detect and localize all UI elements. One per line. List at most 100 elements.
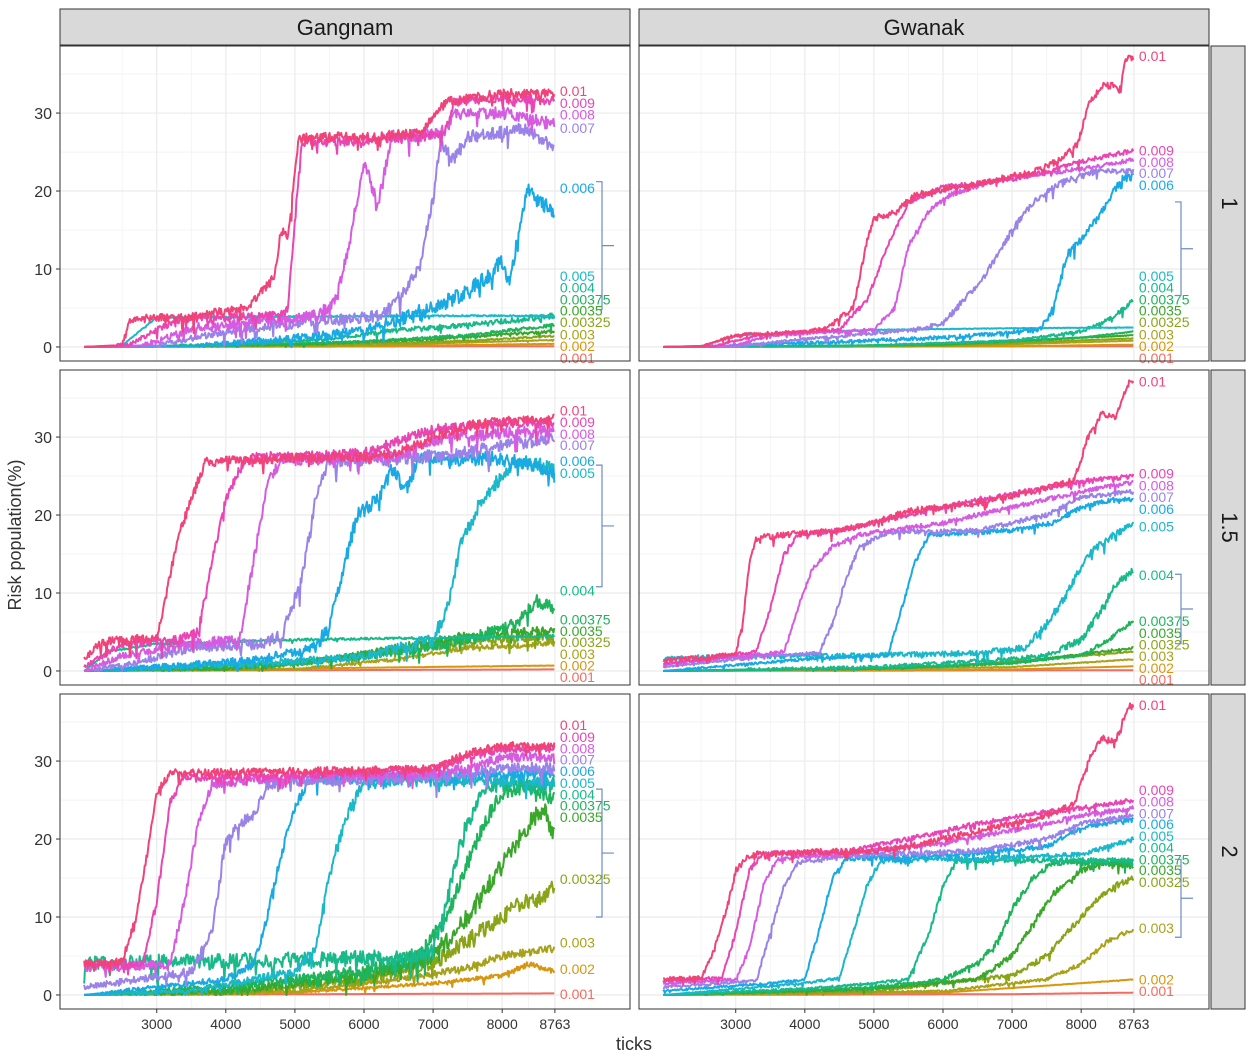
- end-label-0.003: 0.003: [560, 326, 595, 342]
- series-line-0.00375: [84, 778, 556, 996]
- strips-layer: Gangnam Gwanak 1 1.5 2: [59, 8, 1246, 1010]
- y-tick-label: 0: [43, 664, 52, 681]
- end-label-0.008: 0.008: [560, 426, 595, 442]
- end-label-0.004: 0.004: [1139, 840, 1174, 856]
- end-label-0.00325: 0.00325: [1139, 874, 1190, 890]
- strip-label-gangnam: Gangnam: [297, 15, 394, 40]
- end-label-0.0035: 0.0035: [1139, 302, 1182, 318]
- end-label-0.003: 0.003: [560, 935, 595, 951]
- end-label-0.002: 0.002: [560, 338, 595, 354]
- series-line-0.008: [84, 106, 556, 348]
- end-label-0.00375: 0.00375: [560, 612, 611, 628]
- end-label-0.004: 0.004: [1139, 567, 1174, 583]
- series-line-0.007: [662, 488, 1135, 669]
- end-label-0.007: 0.007: [560, 120, 595, 136]
- series-line-0.00375: [663, 858, 1134, 996]
- bracket-annotation: [1175, 201, 1193, 297]
- panel-gangnam-2: 0.010.0090.0080.0070.0060.0050.0040.0037…: [59, 693, 631, 1010]
- end-label-0.01: 0.01: [1139, 374, 1166, 390]
- end-label-0.0035: 0.0035: [560, 302, 603, 318]
- series-line-0.004: [83, 775, 556, 989]
- series-line-0.01: [83, 413, 555, 660]
- end-label-0.006: 0.006: [560, 453, 595, 469]
- end-label-0.004: 0.004: [560, 583, 595, 599]
- series-line-0.009: [84, 93, 556, 348]
- bracket-annotation: [596, 788, 614, 918]
- end-label-0.00325: 0.00325: [560, 634, 611, 650]
- end-label-0.0035: 0.0035: [560, 623, 603, 639]
- series-line-0.007: [662, 813, 1134, 990]
- end-label-0.004: 0.004: [560, 787, 595, 803]
- end-label-0.005: 0.005: [1139, 828, 1174, 844]
- x-tick-label: 6000: [927, 1016, 958, 1032]
- end-label-0.007: 0.007: [560, 437, 595, 453]
- end-label-0.005: 0.005: [560, 465, 595, 481]
- y-tick-label: 20: [34, 832, 52, 849]
- end-label-0.00375: 0.00375: [560, 291, 611, 307]
- end-label-0.002: 0.002: [1139, 338, 1174, 354]
- end-label-0.006: 0.006: [1139, 816, 1174, 832]
- series-line-0.006: [663, 496, 1134, 672]
- end-label-0.009: 0.009: [560, 414, 595, 430]
- end-label-0.007: 0.007: [1139, 165, 1174, 181]
- end-label-0.01: 0.01: [1139, 48, 1166, 64]
- panel-border: [59, 45, 631, 362]
- end-label-0.00375: 0.00375: [1139, 613, 1190, 629]
- end-label-0.003: 0.003: [1139, 648, 1174, 664]
- end-label-0.006: 0.006: [560, 763, 595, 779]
- y-tick-label: 30: [34, 430, 52, 447]
- end-label-0.001: 0.001: [1139, 350, 1174, 366]
- end-label-0.008: 0.008: [1139, 477, 1174, 493]
- panel-border: [638, 45, 1210, 362]
- x-tick-label: 8000: [487, 1016, 518, 1032]
- series-line-0.004: [663, 857, 1135, 996]
- x-tick-label: 5000: [858, 1016, 889, 1032]
- end-label-0.0035: 0.0035: [560, 809, 603, 825]
- panel-border: [59, 693, 631, 1010]
- panel-gwanak-2: 0.01 0.0090.0080.0070.0060.0050.0040.0037…: [638, 693, 1210, 1010]
- end-label-0.006: 0.006: [1139, 501, 1174, 517]
- end-label-0.002: 0.002: [560, 961, 595, 977]
- end-label-0.00325: 0.00325: [560, 314, 611, 330]
- end-label-0.007: 0.007: [560, 751, 595, 767]
- y-tick-label: 10: [34, 586, 52, 603]
- end-label-0.007: 0.007: [1139, 489, 1174, 505]
- strip-gangnam: [59, 8, 631, 46]
- series-line-0.005: [84, 774, 556, 996]
- y-tick-label: 30: [34, 106, 52, 123]
- x-tick-label: 5000: [279, 1016, 310, 1032]
- end-label-0.003: 0.003: [560, 646, 595, 662]
- series-line-0.006: [84, 183, 556, 348]
- end-label-0.0035: 0.0035: [1139, 862, 1182, 878]
- panel-background: [639, 694, 1209, 1009]
- x-tick-label: 8763: [539, 1016, 570, 1032]
- y-tick-label: 20: [34, 508, 52, 525]
- strip-label-row-1.5: 1.5: [1217, 512, 1242, 543]
- series-line-0.009: [663, 148, 1135, 348]
- end-label-0.008: 0.008: [1139, 794, 1174, 810]
- series-line-0.01: [663, 54, 1135, 348]
- y-tick-label: 30: [34, 754, 52, 771]
- x-tick-label: 7000: [418, 1016, 449, 1032]
- series-line-0.007: [84, 122, 555, 348]
- end-label-0.006: 0.006: [1139, 177, 1174, 193]
- strip-label-row-2: 2: [1217, 845, 1242, 857]
- end-label-0.006: 0.006: [560, 180, 595, 196]
- end-label-0.005: 0.005: [560, 268, 595, 284]
- end-label-0.008: 0.008: [560, 741, 595, 757]
- end-label-0.00325: 0.00325: [1139, 314, 1190, 330]
- y-tick-label: 20: [34, 184, 52, 201]
- end-label-0.009: 0.009: [560, 95, 595, 111]
- x-tick-label: 3000: [141, 1016, 172, 1032]
- end-label-0.01: 0.01: [1139, 697, 1166, 713]
- x-tick-label: 4000: [210, 1016, 241, 1032]
- end-label-0.001: 0.001: [1139, 672, 1174, 688]
- axes-layer: 0 10 20 30 0 10 20 30 0 10 20 30 3000 4000 5000 6000 700…: [34, 106, 1149, 1032]
- end-label-0.003: 0.003: [1139, 920, 1174, 936]
- x-axis-title: ticks: [616, 1034, 652, 1054]
- strip-row-2: [1210, 693, 1246, 1010]
- panel-border: [638, 369, 1210, 686]
- series-line-0.009: [662, 473, 1135, 667]
- end-label-0.009: 0.009: [1139, 782, 1174, 798]
